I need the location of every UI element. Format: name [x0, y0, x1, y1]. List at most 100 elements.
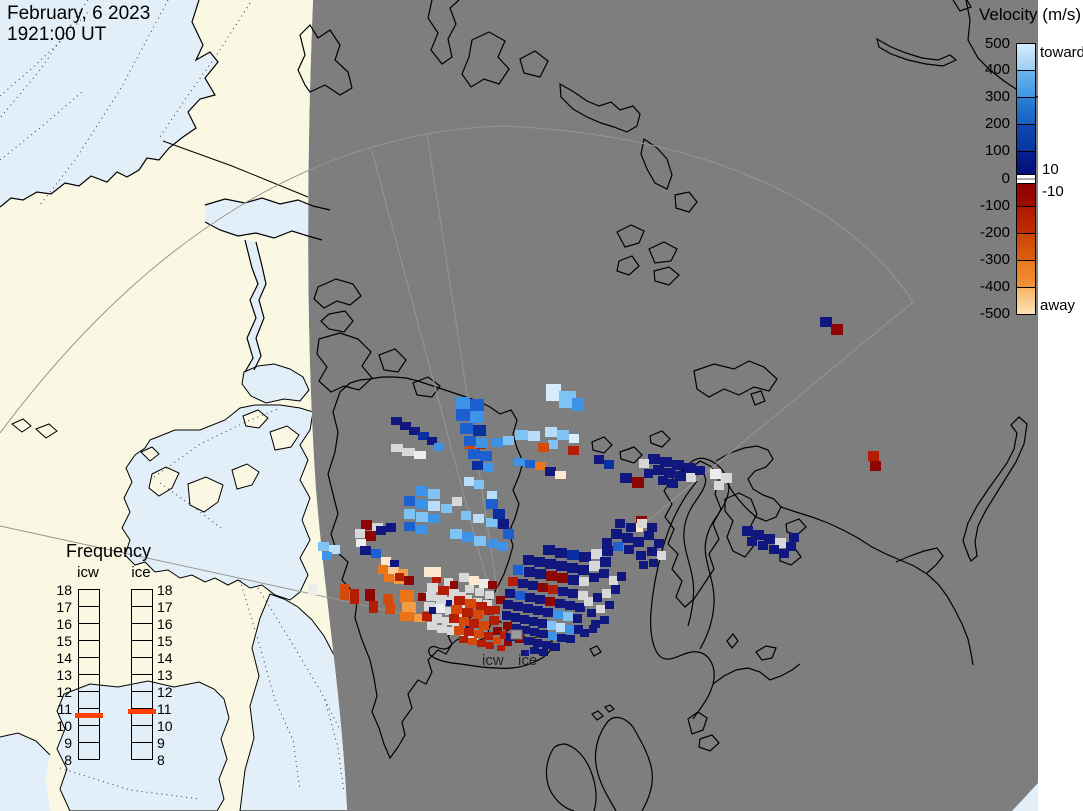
- frequency-scale-label: 14: [56, 650, 72, 666]
- velocity-cell: [414, 451, 426, 459]
- velocity-cell: [454, 596, 465, 605]
- velocity-cell: [474, 536, 486, 546]
- toward-label: toward: [1040, 44, 1083, 61]
- velocity-cell: [449, 589, 459, 598]
- frequency-bar-cell: [79, 725, 99, 742]
- velocity-cell: [465, 585, 474, 593]
- frequency-scale-label: 15: [56, 633, 72, 649]
- velocity-cell: [427, 583, 438, 592]
- velocity-cell: [486, 642, 494, 649]
- colorbar-segment: [1017, 233, 1035, 260]
- velocity-cell: [579, 552, 591, 562]
- velocity-cell: [361, 520, 372, 530]
- velocity-cell: [400, 612, 413, 621]
- velocity-cell: [487, 539, 498, 548]
- velocity-cell: [414, 614, 425, 622]
- velocity-cell: [654, 539, 664, 548]
- velocity-cell: [416, 486, 428, 496]
- velocity-cell: [445, 607, 455, 615]
- velocity-cell: [485, 591, 494, 599]
- velocity-cell: [604, 460, 614, 469]
- velocity-cell: [450, 581, 458, 589]
- velocity-cell: [493, 627, 502, 635]
- velocity-cell: [568, 575, 579, 585]
- velocity-cell: [498, 542, 508, 551]
- velocity-cell: [710, 469, 721, 479]
- velocity-cell: [613, 542, 623, 551]
- frequency-bar-cell: [132, 640, 152, 657]
- velocity-cell: [385, 604, 395, 614]
- velocity-cell: [523, 604, 533, 613]
- velocity-cell: [468, 449, 480, 459]
- velocity-cell: [520, 615, 529, 624]
- velocity-cell: [545, 427, 557, 437]
- velocity-cell: [465, 599, 476, 608]
- velocity-cell: [593, 593, 602, 602]
- velocity-cell: [622, 533, 633, 543]
- velocity-cell: [514, 458, 525, 466]
- velocity-cell: [438, 586, 449, 595]
- velocity-cell: [557, 573, 568, 583]
- velocity-cell: [660, 457, 672, 467]
- velocity-cell: [470, 399, 484, 411]
- frequency-scale-label: 18: [56, 582, 72, 598]
- velocity-cell: [721, 473, 732, 483]
- velocity-cell: [538, 583, 548, 592]
- velocity-cell: [424, 602, 435, 611]
- velocity-cell: [491, 606, 500, 614]
- velocity-cell: [602, 546, 613, 556]
- velocity-cell: [675, 471, 686, 481]
- velocity-cell: [551, 643, 560, 651]
- velocity-cell: [556, 623, 565, 632]
- frequency-scale-label: 8: [64, 752, 72, 768]
- velocity-cell: [548, 585, 558, 594]
- velocity-cell: [589, 573, 599, 582]
- velocity-cell: [543, 608, 553, 617]
- velocity-cell: [469, 633, 478, 641]
- date-text: February, 6 2023: [7, 3, 151, 24]
- frequency-column-label: icw: [77, 564, 99, 581]
- frequency-scale-label: 16: [157, 616, 173, 632]
- velocity-cell: [573, 614, 582, 623]
- velocity-cell: [521, 650, 529, 656]
- velocity-cell: [600, 616, 609, 624]
- velocity-cell: [498, 519, 509, 529]
- velocity-cell: [538, 619, 547, 628]
- velocity-cell: [599, 569, 609, 578]
- velocity-cell: [513, 565, 523, 575]
- frequency-scale-label: 18: [157, 582, 173, 598]
- velocity-cell: [425, 592, 436, 601]
- velocity-cell: [340, 584, 349, 600]
- velocity-cell: [422, 612, 432, 621]
- velocity-cell: [572, 398, 584, 411]
- velocity-cell: [695, 466, 705, 475]
- velocity-cell: [555, 548, 567, 558]
- velocity-cell: [371, 549, 381, 558]
- velocity-cell: [664, 468, 675, 478]
- velocity-cell: [579, 577, 589, 586]
- frequency-column-label: ice: [131, 564, 151, 581]
- velocity-cell: [416, 499, 428, 509]
- frequency-bar-cell: [79, 742, 99, 759]
- velocity-cell: [820, 317, 832, 327]
- velocity-cell: [355, 529, 365, 538]
- frequency-bar-cell: [132, 725, 152, 742]
- velocity-tick-label: -200: [979, 224, 1010, 241]
- velocity-cell: [566, 635, 575, 643]
- velocity-cell: [376, 526, 386, 535]
- frequency-bar-cell: [79, 657, 99, 674]
- velocity-cell: [462, 532, 474, 542]
- velocity-cell: [649, 559, 658, 567]
- velocity-cell: [454, 626, 464, 635]
- frequency-bar-cell: [132, 691, 152, 708]
- velocity-cell: [644, 469, 653, 478]
- velocity-cell: [489, 616, 499, 625]
- velocity-cell: [483, 463, 494, 472]
- frequency-panel-title: Frequency: [66, 541, 152, 561]
- velocity-cell: [632, 477, 644, 488]
- velocity-cell: [775, 538, 786, 548]
- velocity-cell: [538, 443, 549, 452]
- velocity-cell: [584, 597, 593, 606]
- velocity-cell: [624, 545, 634, 554]
- velocity-cell: [429, 607, 436, 614]
